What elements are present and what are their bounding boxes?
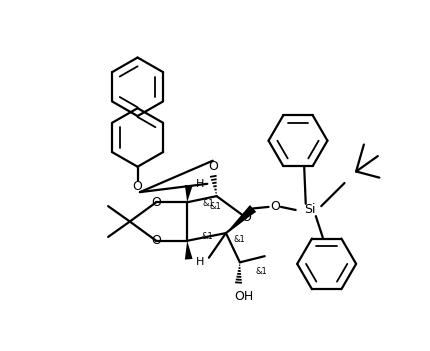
Text: O: O [151, 196, 161, 209]
Text: O: O [151, 234, 161, 247]
Text: O: O [240, 211, 250, 224]
Text: Si: Si [303, 204, 315, 217]
Text: O: O [132, 180, 142, 193]
Text: O: O [207, 160, 217, 173]
Text: &1: &1 [233, 235, 245, 244]
Polygon shape [225, 205, 255, 233]
Text: H: H [195, 179, 203, 189]
Text: &1: &1 [255, 267, 267, 276]
Text: O: O [269, 200, 279, 213]
Text: OH: OH [233, 290, 253, 303]
Polygon shape [184, 185, 192, 202]
Text: H: H [195, 257, 203, 266]
Text: &1: &1 [201, 232, 213, 241]
Text: &1: &1 [209, 203, 221, 211]
Text: &1: &1 [203, 199, 214, 208]
Polygon shape [184, 241, 192, 260]
